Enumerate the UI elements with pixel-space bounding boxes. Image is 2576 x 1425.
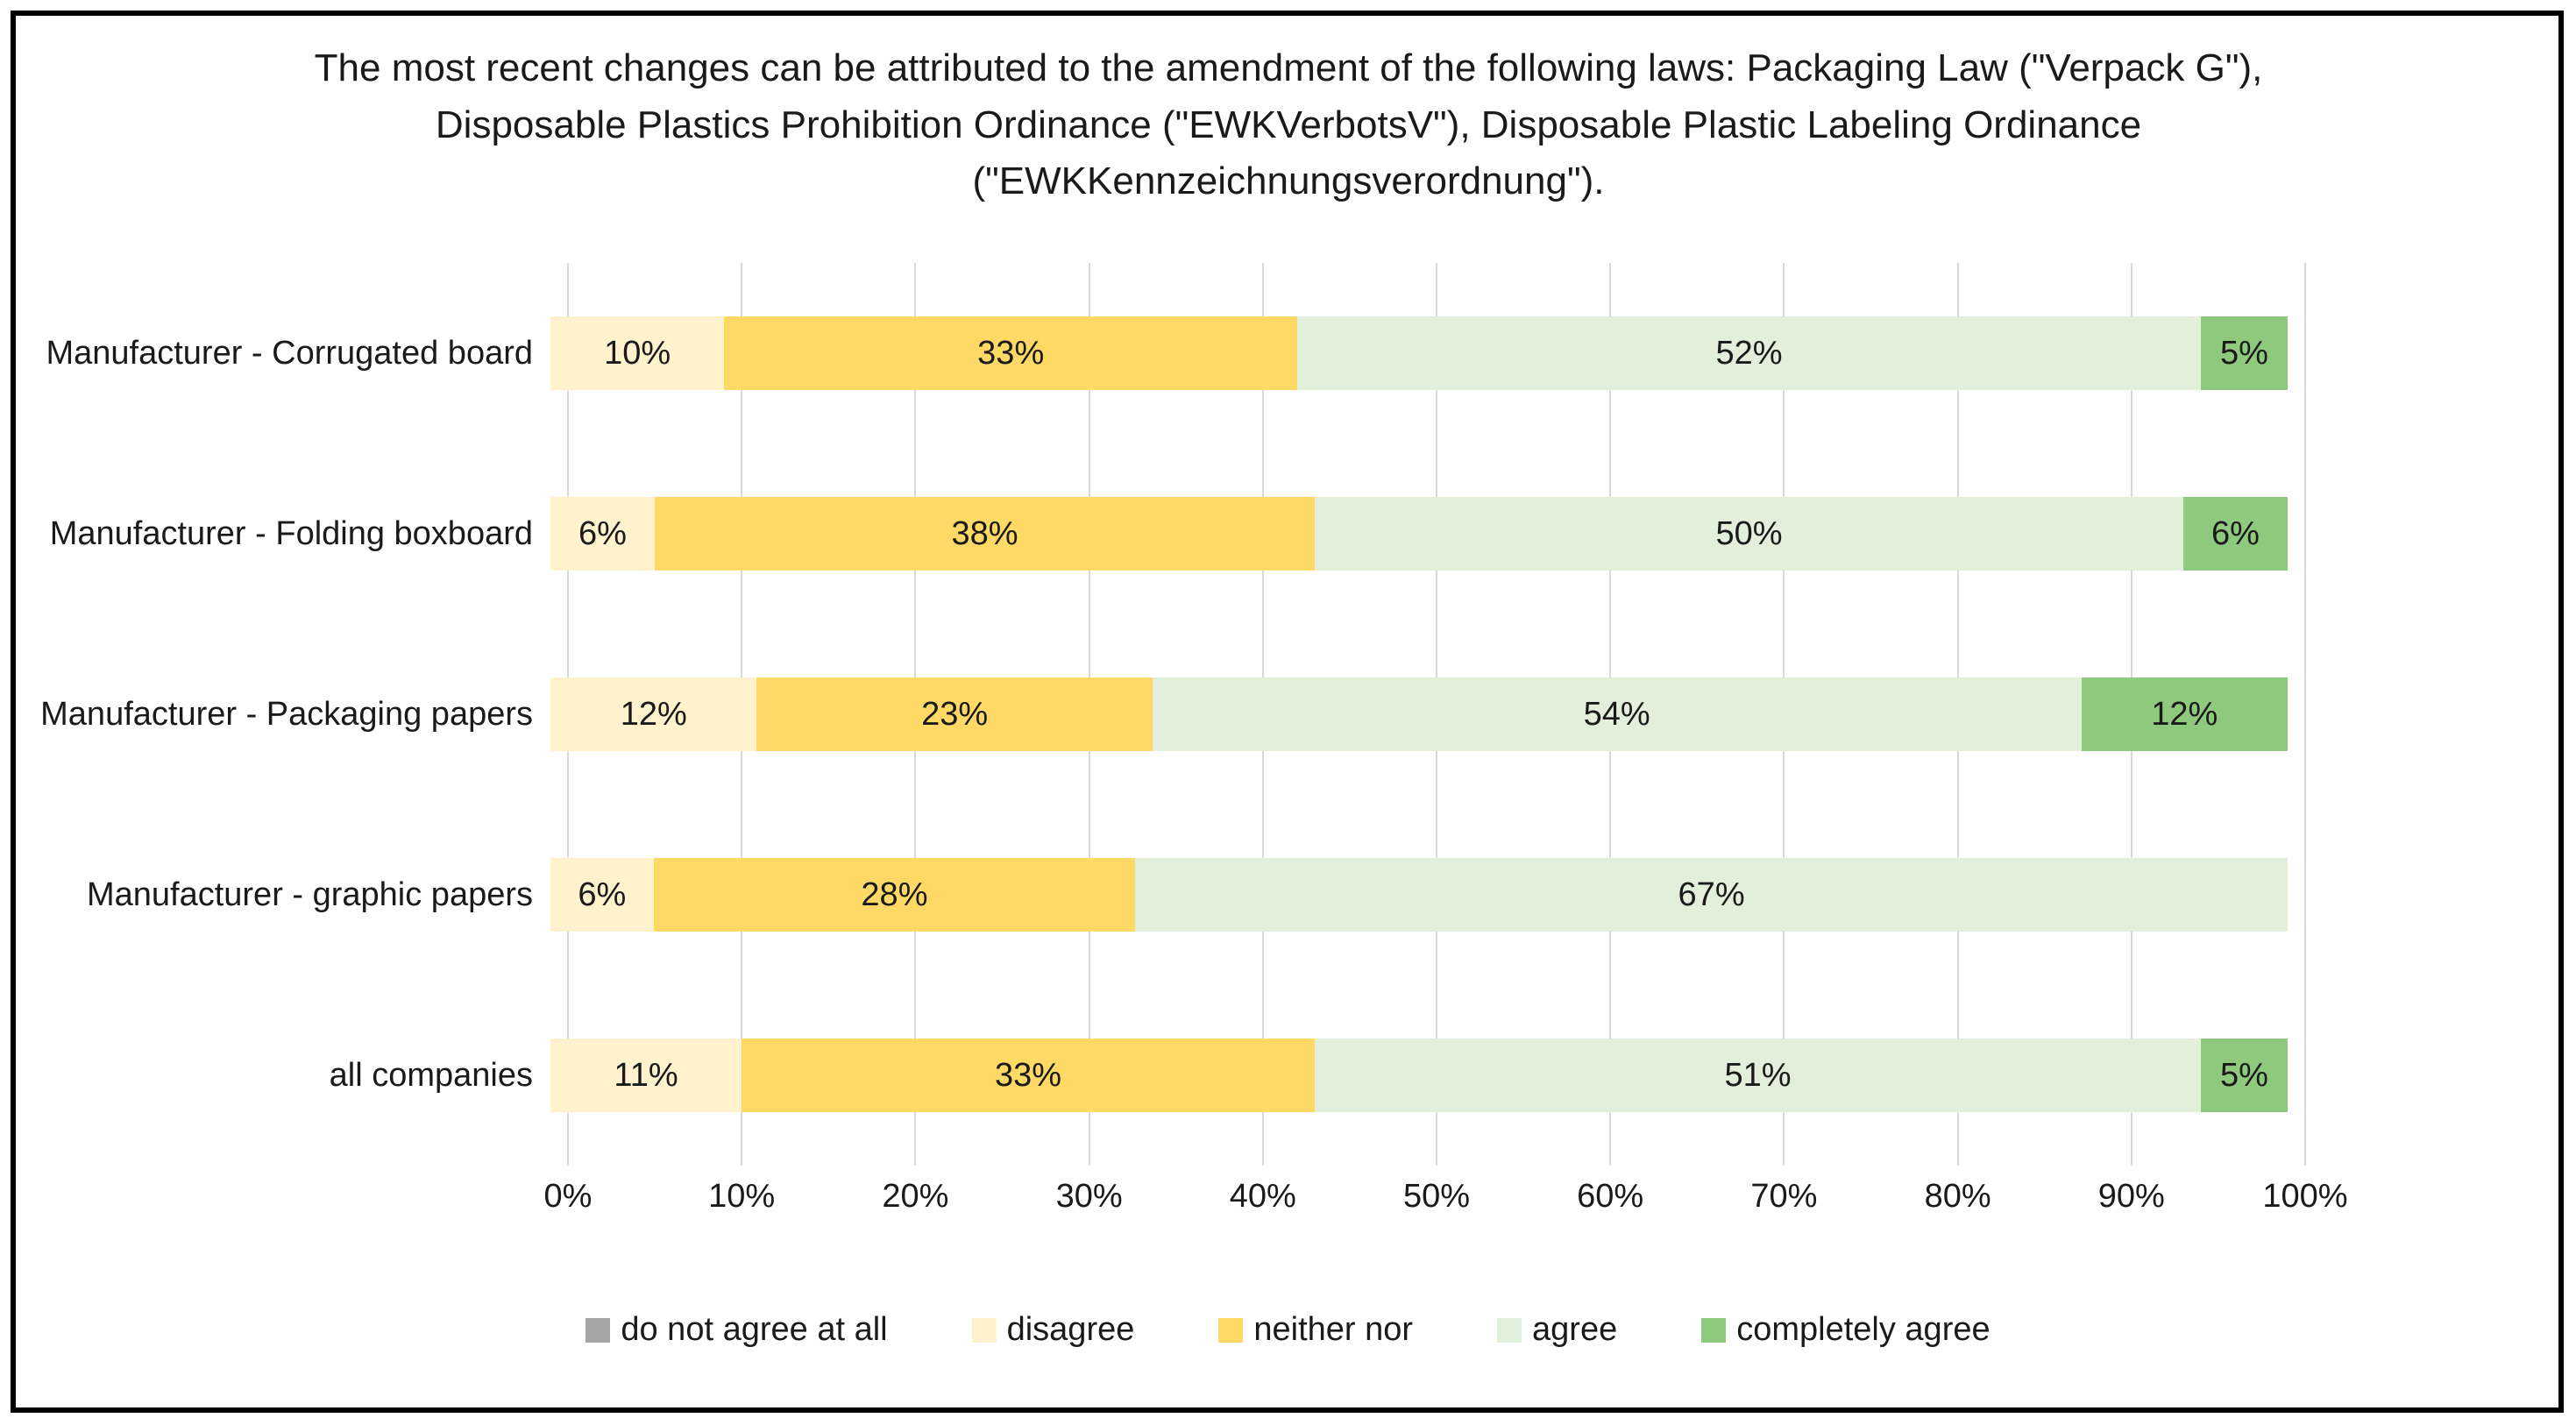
bar-segment-completely-agree: 6% (2183, 497, 2288, 571)
segment-value-label: 50% (1715, 514, 1783, 552)
x-tick-label: 10% (708, 1178, 776, 1215)
segment-value-label: 11% (614, 1056, 678, 1094)
segment-value-label: 38% (951, 514, 1018, 552)
x-tick-label: 20% (882, 1178, 949, 1215)
bar-segment-neither-nor: 23% (756, 677, 1153, 751)
legend-label: do not agree at all (621, 1311, 888, 1348)
bar-segment-disagree: 10% (550, 316, 725, 390)
segment-value-label: 23% (921, 695, 989, 733)
segment-value-label: 33% (995, 1056, 1062, 1094)
bar-row: Manufacturer - Folding boxboard 6% 38% 50% 6… (0, 443, 2576, 624)
bar-segment-completely-agree: 12% (2081, 677, 2288, 751)
x-tick-label: 30% (1055, 1178, 1123, 1215)
category-label: Manufacturer - Packaging papers (40, 695, 533, 733)
category-label: Manufacturer - Folding boxboard (49, 514, 533, 552)
bar-segment-disagree: 6% (550, 858, 654, 932)
bar-row: Manufacturer - graphic papers 6% 28% 67% (0, 805, 2576, 985)
bar-track: 12% 23% 54% 12% (550, 677, 2288, 751)
category-label: Manufacturer - Corrugated board (46, 334, 533, 372)
bar-segment-agree: 52% (1297, 316, 2201, 390)
x-tick-label: 50% (1402, 1178, 1471, 1215)
bar-segment-agree: 54% (1152, 677, 2082, 751)
segment-value-label: 33% (977, 334, 1045, 372)
segment-value-label: 12% (620, 695, 687, 733)
chart-title: The most recent changes can be attribute… (314, 46, 2263, 203)
segment-value-label: 28% (861, 876, 928, 913)
x-tick-label: 40% (1229, 1178, 1296, 1215)
legend-item-completely-agree: completely agree (1701, 1311, 1991, 1349)
segment-value-label: 12% (2151, 695, 2218, 733)
category-label: Manufacturer - graphic papers (86, 876, 533, 913)
segment-value-label: 6% (578, 514, 627, 552)
bar-row: Manufacturer - Packaging papers 12% 23% 54%… (0, 624, 2576, 805)
bar-segment-neither-nor: 33% (724, 316, 1298, 390)
legend-item-agree: agree (1497, 1311, 1617, 1349)
legend-item-disagree: disagree (971, 1311, 1135, 1349)
bar-track: 6% 28% 67% (550, 858, 2288, 932)
legend-label: neither nor (1253, 1311, 1414, 1348)
x-tick-label: 80% (1924, 1178, 1991, 1215)
bar-segment-agree: 51% (1315, 1039, 2201, 1112)
bar-segment-agree: 50% (1315, 497, 2184, 571)
legend-label: agree (1532, 1311, 1618, 1348)
segment-value-label: 51% (1724, 1056, 1792, 1094)
bar-segment-neither-nor: 33% (742, 1039, 1316, 1112)
legend-swatch-icon (1701, 1317, 1727, 1343)
bar-segment-disagree: 12% (550, 677, 757, 751)
legend-label: completely agree (1736, 1311, 1991, 1348)
x-tick-label: 100% (2262, 1178, 2348, 1215)
segment-value-label: 6% (2211, 514, 2260, 552)
legend-swatch-icon (1497, 1317, 1522, 1343)
bar-row: all companies 11% 33% 51% 5% (0, 985, 2576, 1166)
bar-segment-completely-agree: 5% (2200, 316, 2288, 390)
category-label: all companies (329, 1056, 533, 1094)
segment-value-label: 54% (1583, 695, 1650, 733)
x-tick-label: 0% (543, 1178, 593, 1215)
segment-value-label: 5% (2219, 1056, 2268, 1094)
segment-value-label: 5% (2219, 334, 2268, 372)
legend-item-do-not-agree-at-all: do not agree at all (585, 1311, 888, 1349)
segment-value-label: 67% (1678, 876, 1745, 913)
plot-area: Manufacturer - Corrugated board 10% 33% 52%… (0, 263, 2576, 1166)
segment-value-label: 6% (578, 876, 627, 913)
segment-value-label: 52% (1715, 334, 1783, 372)
bar-segment-agree: 67% (1135, 858, 2288, 932)
legend: do not agree at all disagree neither nor ag… (0, 1311, 2576, 1349)
gridline-100% (2304, 263, 2306, 1166)
bar-segment-neither-nor: 28% (653, 858, 1136, 932)
segment-value-label: 10% (604, 334, 671, 372)
legend-label: disagree (1006, 1311, 1135, 1348)
bar-segment-disagree: 11% (550, 1039, 742, 1112)
x-axis: 0% 10% 20% 30% 40% 50% 60% 70% 80% 90% 100% (544, 1178, 2348, 1227)
bar-segment-disagree: 6% (550, 497, 655, 571)
x-tick-label: 90% (2097, 1178, 2165, 1215)
bar-track: 6% 38% 50% 6% (550, 497, 2288, 571)
bar-track: 10% 33% 52% 5% (550, 316, 2288, 390)
bar-rows: Manufacturer - Corrugated board 10% 33% 52%… (0, 263, 2576, 1166)
legend-swatch-icon (585, 1317, 611, 1343)
legend-swatch-icon (971, 1317, 997, 1343)
bar-track: 11% 33% 51% 5% (550, 1039, 2288, 1112)
x-tick-label: 60% (1577, 1178, 1644, 1215)
bar-row: Manufacturer - Corrugated board 10% 33% 52%… (0, 263, 2576, 443)
x-tick-label: 70% (1750, 1178, 1818, 1215)
legend-item-neither-nor: neither nor (1218, 1311, 1413, 1349)
legend-swatch-icon (1218, 1317, 1244, 1343)
bar-segment-completely-agree: 5% (2200, 1039, 2288, 1112)
bar-segment-neither-nor: 38% (654, 497, 1316, 571)
